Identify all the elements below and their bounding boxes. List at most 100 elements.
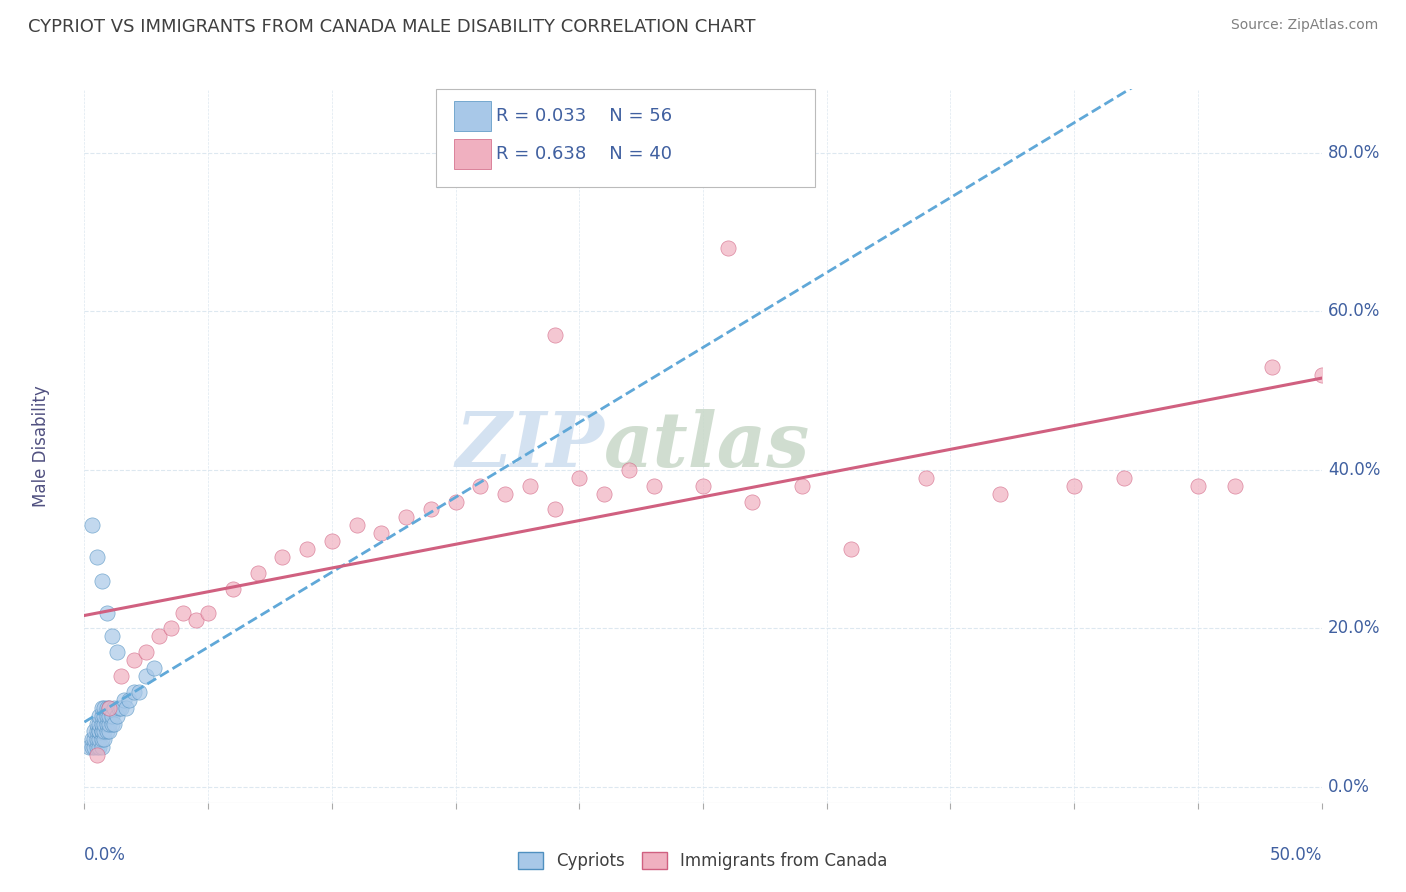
Point (90, 724, 112, 739)
Point (122, 685, 145, 699)
Text: Source: ZipAtlas.com: Source: ZipAtlas.com (1230, 18, 1378, 32)
Text: 0.0%: 0.0% (1327, 778, 1369, 796)
Point (128, 685, 150, 699)
Point (98, 724, 121, 739)
Point (692, 478, 714, 492)
Point (717, 241, 740, 255)
Point (110, 700, 132, 714)
Point (172, 606, 194, 620)
Point (80, 732, 103, 747)
Point (643, 478, 665, 492)
Point (135, 645, 157, 659)
Text: 80.0%: 80.0% (1327, 144, 1381, 161)
Point (105, 708, 128, 723)
Point (543, 502, 565, 516)
Point (103, 716, 125, 731)
Point (96, 700, 118, 714)
Point (90, 574, 112, 588)
Point (86, 748, 108, 763)
Point (1187, 478, 1209, 492)
Point (841, 542, 863, 557)
Point (80, 740, 103, 755)
Point (96, 724, 118, 739)
Point (90, 708, 112, 723)
Point (1223, 478, 1246, 492)
Text: 20.0%: 20.0% (1327, 619, 1381, 638)
Point (90, 716, 112, 731)
Point (89, 740, 111, 755)
Point (100, 716, 122, 731)
Point (988, 486, 1011, 500)
Point (110, 669, 132, 683)
Text: atlas: atlas (605, 409, 810, 483)
Point (93, 732, 115, 747)
Text: Male Disability: Male Disability (32, 385, 51, 507)
Point (83, 740, 105, 755)
Text: R = 0.638    N = 40: R = 0.638 N = 40 (496, 145, 672, 163)
Point (148, 629, 170, 643)
Point (98, 700, 121, 714)
Point (105, 645, 128, 659)
Point (112, 692, 135, 706)
Point (568, 471, 591, 485)
Point (98, 716, 121, 731)
Point (184, 614, 207, 628)
Point (86, 740, 108, 755)
Point (93, 708, 115, 723)
Point (90, 732, 112, 747)
Point (100, 708, 122, 723)
Point (118, 692, 141, 706)
Point (222, 582, 245, 596)
Point (93, 724, 115, 739)
Point (419, 502, 441, 516)
Point (89, 724, 111, 739)
Point (86, 732, 108, 747)
Point (90, 724, 112, 739)
Point (1261, 359, 1284, 374)
Point (370, 526, 392, 541)
Point (83, 724, 105, 739)
Point (103, 700, 125, 714)
Point (98, 700, 121, 714)
Point (1063, 478, 1085, 492)
Text: ZIP: ZIP (456, 409, 605, 483)
Point (89, 724, 111, 739)
Point (295, 542, 318, 557)
Point (519, 478, 541, 492)
Point (80, 518, 103, 533)
Point (135, 669, 157, 683)
Point (90, 740, 112, 755)
Point (100, 629, 122, 643)
Point (86, 724, 108, 739)
Point (98, 708, 121, 723)
Point (122, 653, 145, 667)
Point (86, 716, 108, 731)
Point (470, 478, 492, 492)
Point (246, 566, 269, 580)
Text: CYPRIOT VS IMMIGRANTS FROM CANADA MALE DISABILITY CORRELATION CHART: CYPRIOT VS IMMIGRANTS FROM CANADA MALE D… (28, 18, 755, 36)
Point (96, 606, 118, 620)
Point (79, 740, 101, 755)
Point (790, 478, 813, 492)
Point (89, 708, 111, 723)
Text: 0.0%: 0.0% (84, 846, 127, 863)
Point (89, 716, 111, 731)
Point (93, 716, 115, 731)
Text: 60.0%: 60.0% (1327, 302, 1381, 320)
Point (1112, 471, 1135, 485)
Legend: Cypriots, Immigrants from Canada: Cypriots, Immigrants from Canada (512, 845, 894, 877)
Point (90, 700, 112, 714)
Point (86, 549, 108, 564)
Point (1310, 368, 1333, 382)
Point (617, 463, 640, 477)
Text: 40.0%: 40.0% (1327, 461, 1381, 479)
Point (321, 534, 343, 549)
Text: 50.0%: 50.0% (1270, 846, 1322, 863)
Point (494, 486, 516, 500)
Point (543, 328, 565, 343)
Point (346, 518, 368, 533)
Point (96, 708, 118, 723)
Point (142, 661, 165, 675)
Point (115, 700, 138, 714)
Point (89, 732, 111, 747)
